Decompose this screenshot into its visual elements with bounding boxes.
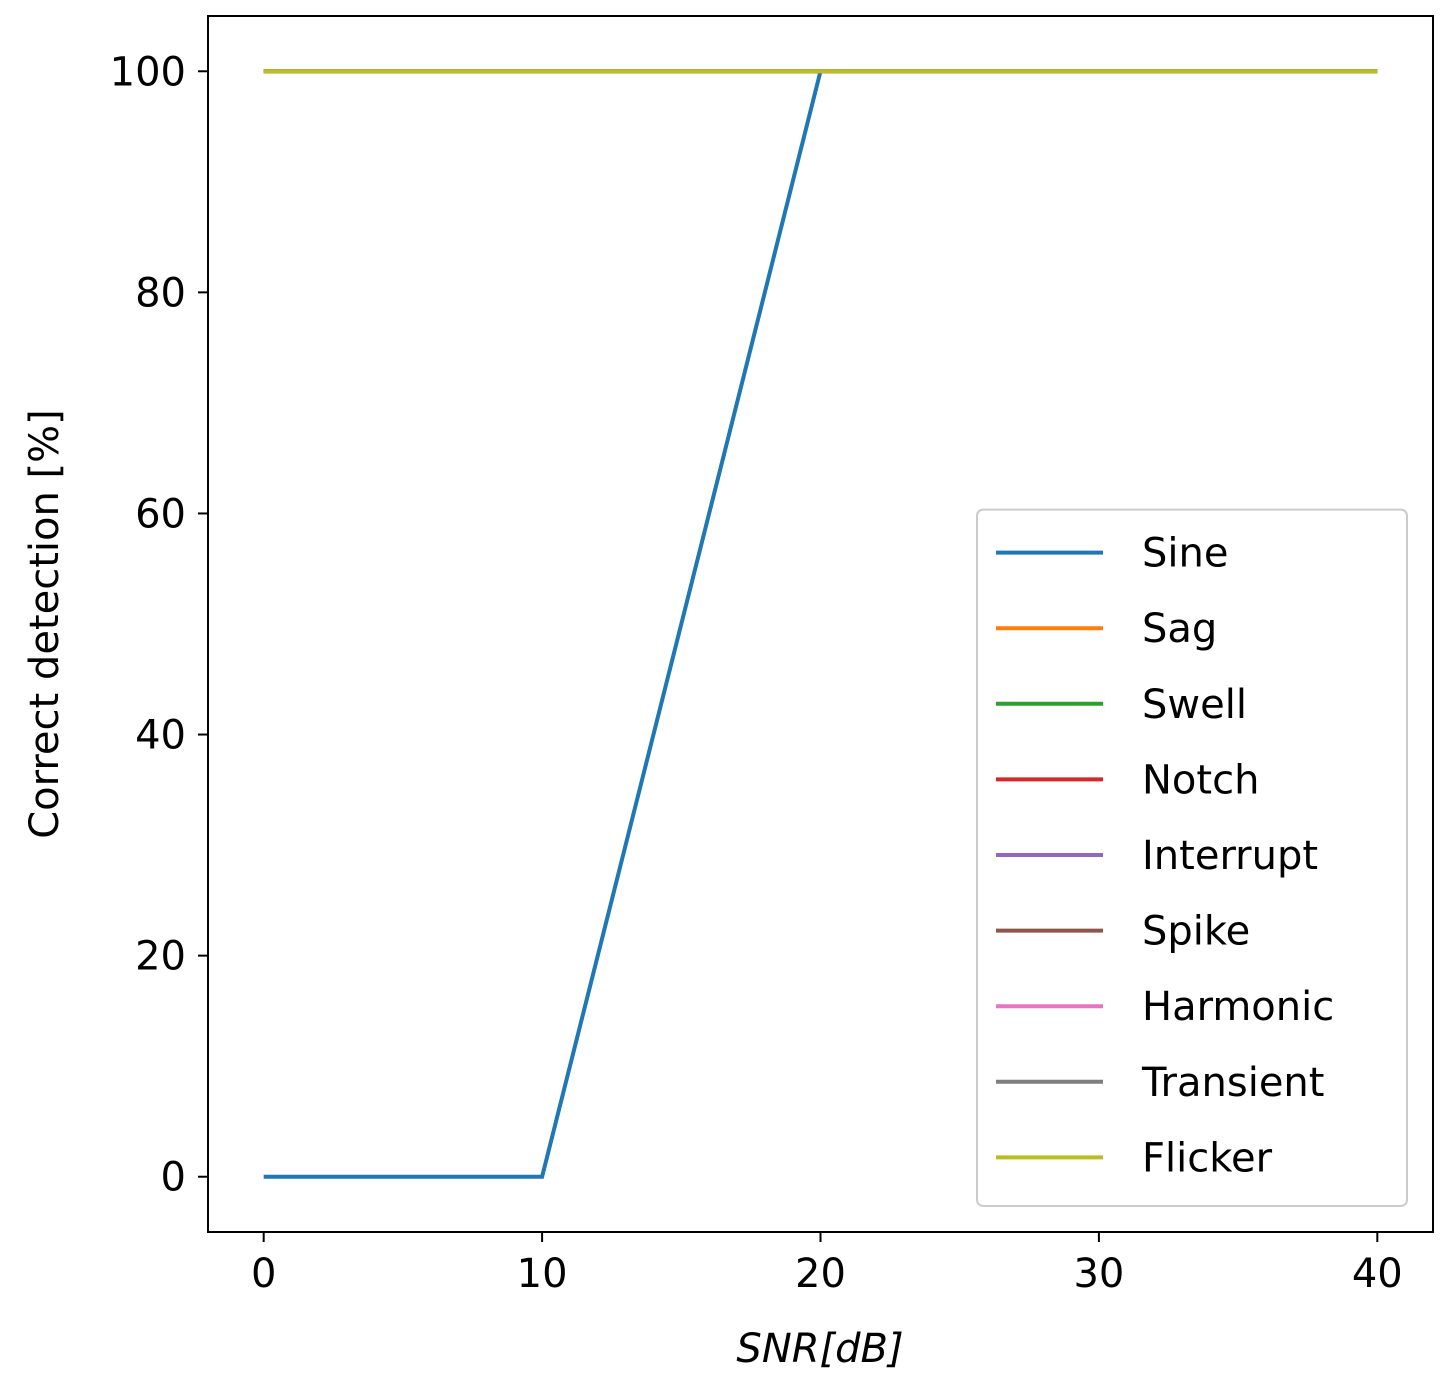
y-tick-label: 40 [135, 713, 186, 759]
legend-label: Sag [1142, 606, 1217, 652]
legend-label: Notch [1142, 757, 1259, 803]
plot-frame [207, 15, 1434, 1233]
y-tick-label: 60 [135, 491, 186, 537]
x-tick-label: 10 [517, 1251, 568, 1297]
legend-label: Interrupt [1142, 833, 1318, 879]
x-tick-label: 40 [1352, 1251, 1403, 1297]
y-tick-label: 20 [135, 934, 186, 980]
x-tick-label: 0 [251, 1251, 276, 1297]
y-axis-label: Correct detection [%] [22, 409, 68, 839]
x-tick-label: 30 [1073, 1251, 1124, 1297]
legend-label: Transient [1141, 1060, 1324, 1106]
x-tick-label: 20 [795, 1251, 846, 1297]
legend-label: Swell [1142, 682, 1247, 728]
x-axis-label: SNR[dB] [736, 1326, 903, 1372]
y-tick-label: 100 [110, 49, 186, 95]
legend-label: Harmonic [1142, 984, 1334, 1030]
legend-label: Flicker [1142, 1135, 1273, 1181]
legend-label: Spike [1142, 909, 1250, 955]
y-tick-label: 0 [161, 1155, 186, 1201]
legend-label: Sine [1142, 531, 1228, 577]
y-tick-label: 80 [135, 270, 186, 316]
legend-box [976, 508, 1408, 1208]
